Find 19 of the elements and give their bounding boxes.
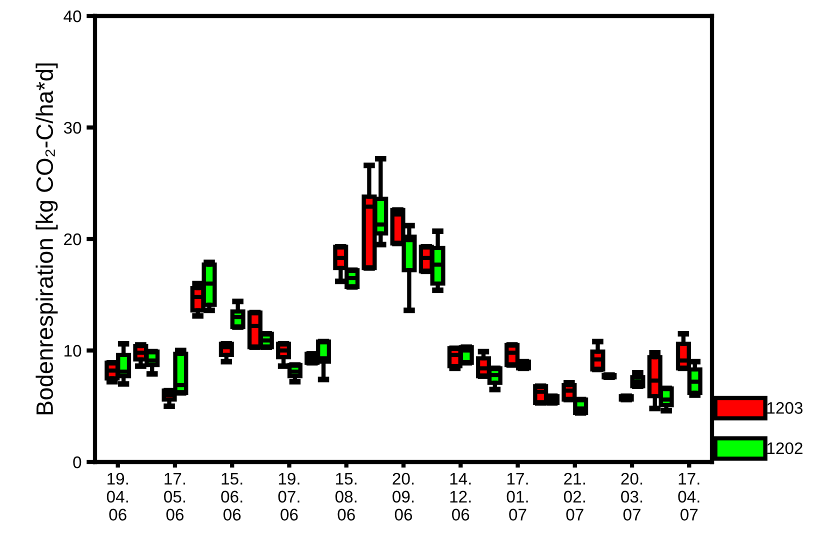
x-tick-label: 15. 08. 06 bbox=[335, 473, 356, 521]
y-tick-label: 40 bbox=[64, 10, 82, 22]
legend-label: 1202 bbox=[767, 442, 802, 454]
x-tick-label: 21. 02. 07 bbox=[564, 472, 585, 521]
y-tick-label: 20 bbox=[64, 233, 82, 246]
x-tick-label: 20. 03. 07 bbox=[621, 472, 642, 521]
x-tick-label: 20. 09. 06 bbox=[392, 472, 414, 521]
y-tick-label: 10 bbox=[64, 344, 82, 357]
x-tick-label: 17. 05. 06 bbox=[164, 473, 186, 521]
legend-label: 1203 bbox=[767, 402, 803, 414]
y-tick-label: 30 bbox=[64, 122, 82, 134]
x-tick-label: 19. 04. 06 bbox=[106, 472, 128, 521]
x-tick-label: 14. 12. 06 bbox=[450, 473, 471, 521]
y-tick-label: 0 bbox=[73, 456, 82, 468]
x-tick-label: 19. 07. 06 bbox=[278, 472, 300, 521]
x-tick-label: 15. 06. 06 bbox=[221, 473, 242, 521]
x-tick-label: 17. 04. 07 bbox=[678, 473, 700, 521]
y-axis-title: Bodenrespiration [kg CO₂-C/ha*d] bbox=[36, 64, 58, 414]
x-tick-label: 17. 01. 07 bbox=[506, 473, 528, 521]
